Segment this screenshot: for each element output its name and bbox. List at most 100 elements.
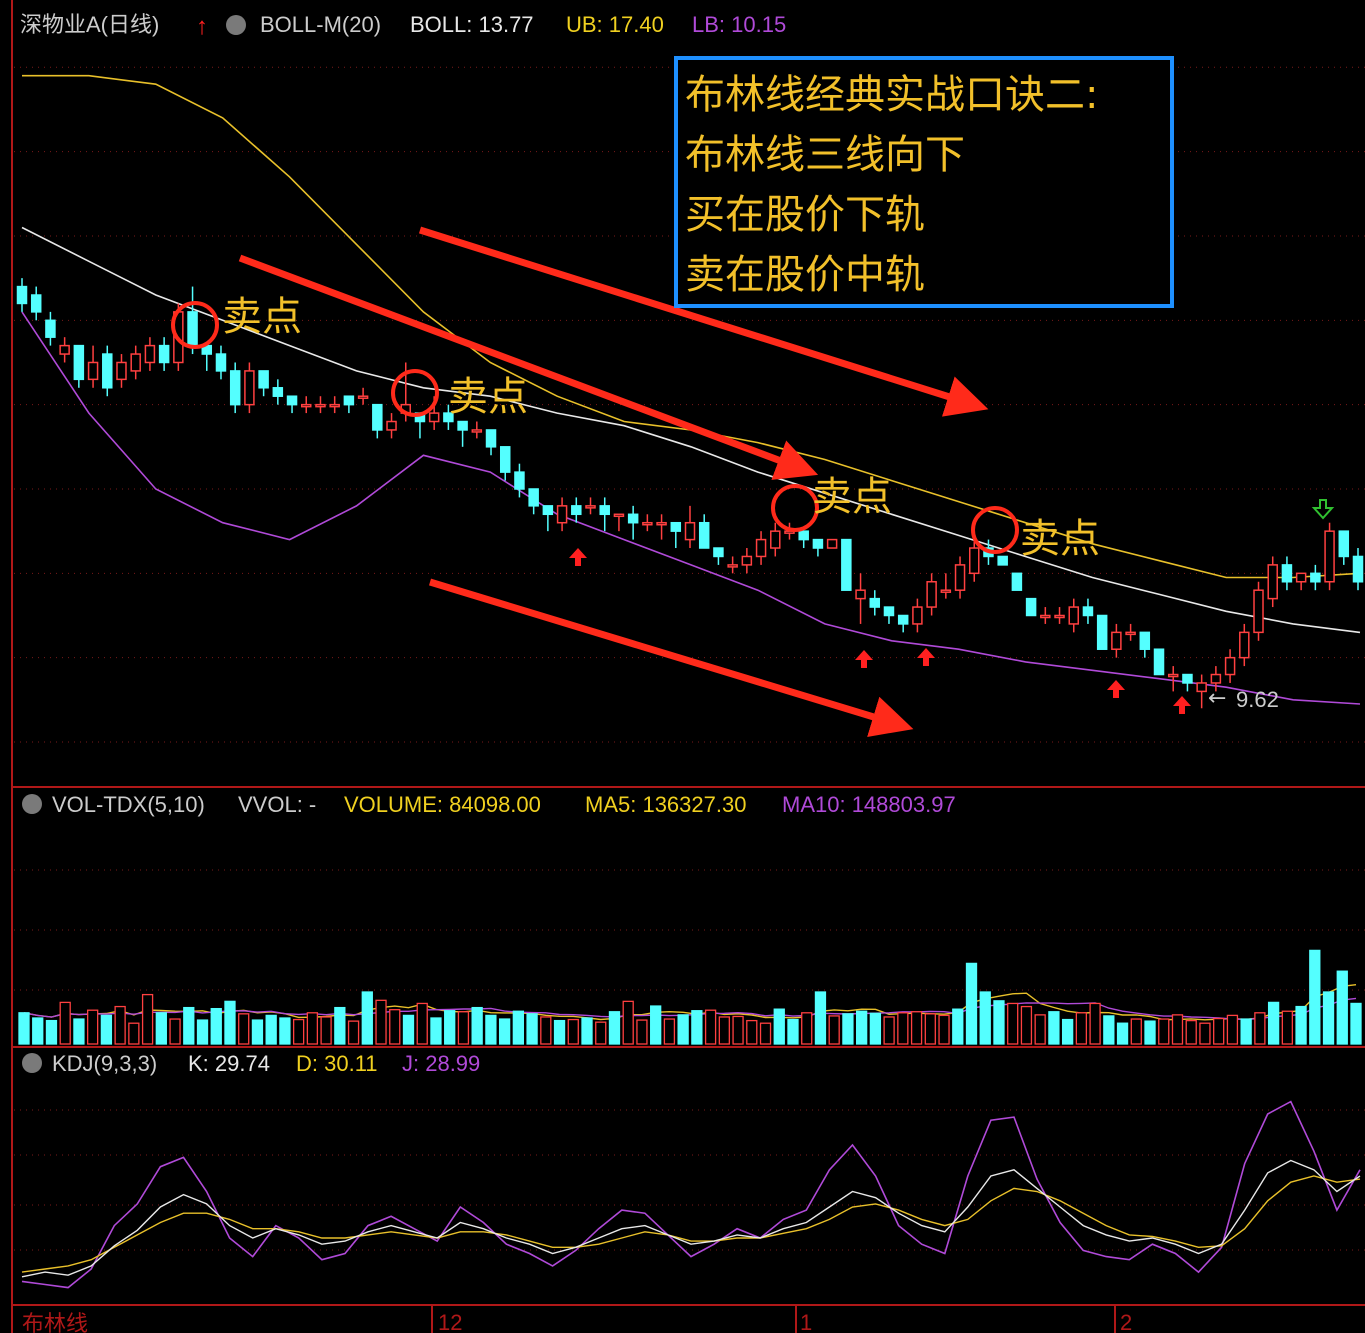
candle-body <box>1155 649 1164 674</box>
volume-bar <box>280 1018 290 1044</box>
volume-bar <box>129 1023 139 1044</box>
volume-bar <box>802 1013 812 1044</box>
sell-circle <box>973 508 1017 552</box>
volume-bar <box>719 1017 729 1044</box>
volume-bar <box>321 1017 331 1044</box>
volume-bar <box>1118 1023 1128 1044</box>
dropdown-icon[interactable] <box>22 1053 42 1073</box>
candle-body <box>60 346 69 354</box>
candle-body <box>884 607 893 615</box>
note-line-4: 卖在股价中轨 <box>685 252 925 298</box>
kdj-j-line <box>22 1102 1360 1288</box>
volume-bar <box>1008 1003 1018 1044</box>
volume-bar <box>335 1008 345 1044</box>
low-price-label: 9.62 <box>1236 687 1279 712</box>
volume-bar <box>115 1007 125 1044</box>
volume-bar <box>1200 1023 1210 1044</box>
vvol-value: VVOL: - <box>238 792 316 817</box>
volume-bar <box>623 1001 633 1044</box>
volume-bar <box>19 1013 29 1044</box>
candle-body <box>686 523 695 540</box>
note-line-2: 布林线三线向下 <box>685 132 965 178</box>
kdj-indicator-name[interactable]: KDJ(9,3,3) <box>52 1051 157 1076</box>
volume-bar <box>733 1016 743 1044</box>
candle-body <box>472 430 481 432</box>
candle-body <box>145 346 154 363</box>
candle-body <box>671 523 680 531</box>
kdj-lines <box>22 1102 1360 1288</box>
candle-body <box>74 346 83 380</box>
candle-body <box>558 506 567 523</box>
volume-bar <box>884 1017 894 1044</box>
sell-circle <box>393 371 437 415</box>
dropdown-icon[interactable] <box>22 794 42 814</box>
candle-body <box>1140 632 1149 649</box>
candle-body <box>956 565 965 590</box>
volume-bar <box>1076 1013 1086 1044</box>
candle-body <box>1126 632 1135 634</box>
candle-body <box>1041 615 1050 617</box>
d-value: D: 30.11 <box>296 1051 378 1076</box>
volume-bar <box>362 992 372 1044</box>
candle-body <box>259 371 268 388</box>
candle-body <box>131 354 140 371</box>
volume-bar <box>1021 1007 1031 1044</box>
month-label: 2 <box>1120 1310 1132 1333</box>
candle-body <box>1325 531 1334 582</box>
candle-body <box>1254 590 1263 632</box>
volume-bar <box>376 1000 386 1044</box>
volume-bar <box>898 1013 908 1044</box>
volume-ma10-line <box>24 998 1356 1019</box>
volume-bar <box>527 1014 537 1044</box>
candle-body <box>1098 615 1107 649</box>
candle-body <box>188 312 197 346</box>
candle-body <box>643 523 652 525</box>
stock-name: 深物业A(日线) <box>20 12 159 37</box>
volume-bar <box>239 1014 249 1044</box>
volume-bar <box>1324 992 1334 1044</box>
candle-body <box>1354 556 1363 581</box>
volume-value: VOLUME: 84098.00 <box>344 792 541 817</box>
volume-bar <box>472 1008 482 1044</box>
vol-indicator-name[interactable]: VOL-TDX(5,10) <box>52 792 205 817</box>
volume-bar <box>980 992 990 1044</box>
volume-bar <box>33 1018 43 1044</box>
candle-body <box>1169 675 1178 677</box>
volume-bar <box>417 1003 427 1044</box>
volume-bar <box>788 1020 798 1044</box>
volume-bar <box>266 1015 276 1044</box>
volume-bar <box>211 1009 221 1044</box>
candle-body <box>657 523 666 525</box>
sell-label: 卖点 <box>1020 516 1100 562</box>
buy-arrow-icon <box>917 648 935 666</box>
volume-bar <box>953 1009 963 1044</box>
volume-bar <box>637 1020 647 1044</box>
volume-bar <box>170 1019 180 1044</box>
candle-body <box>231 371 240 405</box>
candle-body <box>870 599 879 607</box>
volume-bar <box>74 1019 84 1044</box>
volume-bar <box>664 1019 674 1044</box>
candle-body <box>316 405 325 407</box>
candle-body <box>1211 675 1220 683</box>
volume-bar <box>761 1023 771 1044</box>
j-value: J: 28.99 <box>402 1051 480 1076</box>
dropdown-icon[interactable] <box>226 15 246 35</box>
volume-bar <box>1337 971 1347 1044</box>
volume-bar <box>458 1012 468 1044</box>
volume-bar <box>829 1016 839 1044</box>
volume-bar <box>445 1011 455 1044</box>
volume-bar <box>582 1018 592 1044</box>
candle-body <box>1069 607 1078 624</box>
volume-bar <box>198 1020 208 1044</box>
indicator-name[interactable]: BOLL-M(20) <box>260 12 381 37</box>
candle-body <box>813 540 822 548</box>
candle-body <box>458 422 467 430</box>
candle-body <box>1311 573 1320 581</box>
candle-body <box>245 371 254 405</box>
volume-bar <box>1269 1002 1279 1044</box>
candle-body <box>572 506 581 514</box>
ub-value: UB: 17.40 <box>566 12 664 37</box>
candle-body <box>1268 565 1277 599</box>
